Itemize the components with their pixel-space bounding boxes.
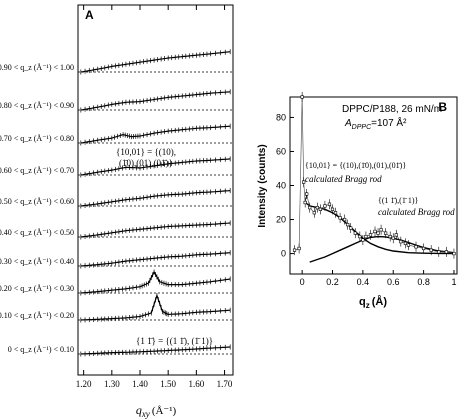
- panel-b-title-line2: ADPPC=107 Å²: [344, 116, 407, 131]
- panel-a-row-label: 0.50 < q_z (Å⁻¹) < 0.60: [0, 197, 74, 206]
- panel-b-data-point: [292, 248, 297, 252]
- panel-a-row-label: 0.40 < q_z (Å⁻¹) < 0.50: [0, 228, 74, 237]
- panel-b-data-point: [330, 207, 335, 211]
- panel-b-data-point: [302, 180, 306, 184]
- panel-b-data-point: [315, 206, 319, 210]
- panel-b-ytick-label: 0: [281, 249, 286, 259]
- panel-b-data-point: [308, 206, 312, 210]
- panel-b-data-point: [388, 234, 392, 239]
- panel-b-data-point: [305, 192, 309, 196]
- panel-b-ytick-label: 40: [276, 181, 286, 191]
- panel-a-series-line: [80, 346, 231, 355]
- panel-b-xtick-label: 0.8: [417, 277, 430, 287]
- panel-b-xtick-label: 1: [451, 277, 456, 287]
- panel-b-annotation-bragg-1: calculated Bragg rod: [305, 174, 382, 184]
- panel-b-data-point: [452, 251, 456, 256]
- panel-b-data-point: [338, 216, 342, 220]
- panel-b-ytick-label: 60: [276, 146, 286, 156]
- panel-a-row-label: 0.20 < q_z (Å⁻¹) < 0.30: [0, 284, 74, 293]
- panel-b-data-point: [406, 243, 411, 247]
- panel-a-row-label: 0.70 < q_z (Å⁻¹) < 0.80: [0, 134, 74, 143]
- panel-b-data-point: [379, 228, 383, 232]
- panel-b-xlabel: qz (Å): [359, 295, 387, 310]
- panel-b-xtick-label: 0.4: [357, 277, 370, 287]
- panel-a-series-line: [80, 51, 231, 73]
- panel-a-row-label: 0.60 < q_z (Å⁻¹) < 0.70: [0, 166, 74, 175]
- panel-a-row-label: 0 < q_z (Å⁻¹) < 0.10: [8, 345, 74, 354]
- panel-b-data-point: [376, 231, 380, 235]
- panel-a-xtick-label: 1.60: [188, 379, 204, 389]
- panel-b-data-point: [391, 236, 395, 240]
- panel-b-data-point: [437, 250, 441, 254]
- panel-a-annotation-1001-line2: (1̄0),(01),(01̄)}: [119, 158, 173, 168]
- panel-b-data-point: [361, 238, 365, 242]
- panel-b-data-point: [429, 248, 433, 252]
- panel-b-data-point: [373, 229, 377, 234]
- panel-b-data-point: [399, 240, 403, 244]
- panel-a-xtick-label: 1.30: [104, 379, 120, 389]
- panel-b-title-line1: DPPC/P188, 26 mN/m: [342, 104, 442, 115]
- panel-a-xtick-label: 1.20: [76, 379, 92, 389]
- panel-a-row-label: 0.90 < q_z (Å⁻¹) < 1.00: [0, 63, 74, 72]
- panel-b-ytick-label: 20: [276, 215, 286, 225]
- panel-a-label: A: [85, 8, 94, 22]
- panel-a-xtick-label: 1.70: [217, 379, 233, 389]
- panel-a-series-line: [80, 222, 231, 238]
- panel-b-data-point: [394, 233, 398, 237]
- panel-b-data-point: [349, 226, 353, 230]
- panel-b-data-point: [353, 231, 357, 235]
- panel-b-ylabel: Intensity (counts): [257, 144, 268, 227]
- panel-b-annotation-1001: {10,01} = {(10),(1̄0),(01),(01̄)}: [305, 161, 406, 170]
- panel-b-xtick-label: 0: [300, 277, 305, 287]
- panel-b-ytick-label: 80: [276, 112, 286, 122]
- panel-b-data-point: [327, 202, 332, 206]
- panel-a-row-label: 0.30 < q_z (Å⁻¹) < 0.40: [0, 257, 74, 266]
- panel-a-row-label: 0.10 < q_z (Å⁻¹) < 0.20: [0, 311, 74, 320]
- panel-b-data-point: [333, 211, 338, 215]
- panel-b-data-point: [343, 217, 347, 222]
- panel-a-annotation-1001-line1: {10,01} = {(10),: [116, 147, 176, 157]
- panel-b-xtick-label: 0.6: [387, 277, 400, 287]
- panel-b-annotation-11-set: {(1 1̄),(1̄ 1)}: [378, 196, 418, 205]
- panel-b-data-point: [414, 245, 418, 249]
- panel-a-series-line: [80, 252, 231, 267]
- panel-b-data-point: [303, 200, 307, 205]
- panel-a-frame: [77, 4, 234, 376]
- panel-b-data-point: [323, 204, 327, 208]
- panel-b-annotation-bragg-2: calculated Bragg rod: [378, 207, 455, 217]
- panel-b-data-point: [368, 233, 373, 237]
- panel-b-data-point: [300, 95, 304, 99]
- panel-b-data-point: [358, 234, 362, 239]
- panel-a-annotation-11: {1 1̄} = {(1 1̄), (1̄ 1)}: [136, 336, 213, 346]
- panel-b-data-point: [364, 234, 368, 239]
- panel-a-series-line: [80, 91, 231, 111]
- panel-a-xtick-label: 1.40: [132, 379, 148, 389]
- panel-a-xtick-label: 1.50: [160, 379, 176, 389]
- panel-b-data-point: [346, 223, 350, 227]
- panel-a-series-line: [80, 125, 231, 144]
- panel-b-data-point: [421, 246, 426, 251]
- panel-b-data-point: [297, 246, 301, 251]
- panel-b-label: B: [438, 100, 447, 114]
- panel-b-data-point: [444, 250, 448, 254]
- panel-b-data-point: [403, 241, 407, 245]
- panel-a-series-line: [80, 190, 231, 207]
- panel-b-xtick-label: 0.2: [326, 277, 339, 287]
- panel-b-data-point: [384, 231, 388, 235]
- panel-b-data-point: [318, 207, 322, 211]
- panel-a-xlabel: qxy (Å⁻¹): [136, 403, 177, 419]
- panel-a-row-label: 0.80 < q_z (Å⁻¹) < 0.90: [0, 101, 74, 110]
- panel-b-data-point: [312, 211, 316, 215]
